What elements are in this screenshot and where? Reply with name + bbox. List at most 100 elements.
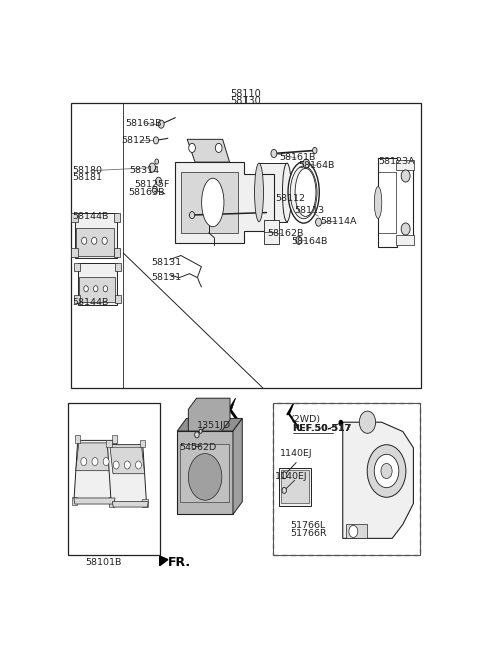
Text: 51766L: 51766L (290, 522, 325, 530)
Text: REF.50-517: REF.50-517 (292, 424, 352, 433)
Bar (281, 470, 309, 503)
Circle shape (303, 159, 310, 168)
Text: 58130: 58130 (230, 96, 262, 106)
Ellipse shape (254, 163, 264, 222)
Polygon shape (343, 422, 413, 539)
Text: 58163B: 58163B (125, 119, 162, 128)
Text: 58110: 58110 (230, 89, 262, 99)
Circle shape (124, 461, 130, 469)
Text: 58163B: 58163B (128, 188, 165, 197)
Ellipse shape (295, 169, 316, 216)
Text: 58112: 58112 (275, 194, 305, 203)
Circle shape (271, 150, 277, 157)
Text: 58131: 58131 (151, 274, 181, 282)
Bar (259, 163, 287, 222)
Polygon shape (177, 419, 242, 431)
Bar (273, 403, 420, 554)
Circle shape (282, 472, 287, 479)
Bar (346, 524, 368, 539)
Bar (115, 295, 120, 303)
Bar (71, 213, 78, 222)
Text: 58113: 58113 (294, 205, 324, 215)
Polygon shape (175, 162, 274, 243)
Polygon shape (187, 139, 229, 162)
Bar (112, 436, 118, 443)
Circle shape (135, 461, 142, 469)
Circle shape (94, 286, 98, 292)
Circle shape (189, 144, 195, 152)
Polygon shape (108, 445, 146, 502)
Text: 58125: 58125 (121, 136, 151, 145)
Bar (143, 499, 148, 507)
Text: 58144B: 58144B (72, 212, 108, 220)
Circle shape (113, 461, 119, 469)
Bar (114, 248, 120, 257)
Text: 58125F: 58125F (134, 180, 170, 190)
Ellipse shape (288, 161, 319, 223)
Circle shape (282, 487, 287, 493)
Polygon shape (279, 468, 311, 506)
Bar (71, 248, 78, 257)
Bar (396, 236, 414, 245)
Text: 58123A: 58123A (378, 157, 415, 166)
Polygon shape (112, 501, 148, 507)
Circle shape (155, 159, 158, 164)
Bar (72, 497, 77, 505)
Text: 58314: 58314 (129, 166, 159, 175)
Polygon shape (233, 419, 242, 514)
Circle shape (296, 236, 302, 245)
Polygon shape (74, 440, 117, 501)
Circle shape (359, 411, 376, 434)
Circle shape (339, 420, 343, 425)
Polygon shape (227, 398, 236, 412)
Bar (68, 403, 160, 554)
Bar (79, 277, 115, 302)
Bar (109, 497, 114, 505)
Bar (264, 220, 279, 244)
Bar (74, 263, 80, 272)
Bar (140, 440, 145, 447)
Circle shape (195, 432, 199, 438)
Circle shape (312, 148, 317, 154)
Text: 58162B: 58162B (267, 230, 303, 238)
Bar (75, 436, 80, 443)
Text: 1140EJ: 1140EJ (279, 449, 312, 458)
Ellipse shape (290, 166, 317, 218)
Circle shape (216, 144, 222, 152)
Circle shape (192, 444, 196, 449)
Bar (180, 443, 229, 502)
Circle shape (199, 429, 202, 434)
Text: 1351JD: 1351JD (197, 421, 231, 430)
Text: 51766R: 51766R (290, 529, 326, 538)
Polygon shape (75, 213, 117, 258)
Polygon shape (177, 431, 233, 514)
Circle shape (367, 445, 406, 497)
Circle shape (84, 286, 88, 292)
Circle shape (82, 237, 87, 244)
Bar (114, 213, 120, 222)
Bar (76, 228, 114, 256)
Circle shape (92, 237, 97, 244)
Circle shape (156, 177, 162, 185)
Polygon shape (188, 398, 230, 431)
Circle shape (92, 458, 98, 466)
Circle shape (401, 223, 410, 235)
Text: 58164B: 58164B (298, 161, 335, 170)
Text: 58131: 58131 (151, 258, 181, 266)
Text: 58114A: 58114A (321, 216, 357, 226)
Text: 54562D: 54562D (180, 443, 217, 452)
Bar (115, 263, 120, 272)
Circle shape (81, 458, 87, 466)
Circle shape (190, 212, 195, 218)
Circle shape (401, 170, 410, 182)
Polygon shape (76, 443, 114, 471)
Polygon shape (74, 498, 115, 504)
Ellipse shape (202, 178, 224, 227)
Circle shape (381, 463, 392, 479)
Text: 58180: 58180 (72, 166, 102, 175)
Circle shape (152, 186, 157, 194)
Text: 58161B: 58161B (279, 152, 316, 161)
Polygon shape (287, 403, 294, 415)
Circle shape (149, 163, 156, 172)
Circle shape (102, 237, 107, 244)
